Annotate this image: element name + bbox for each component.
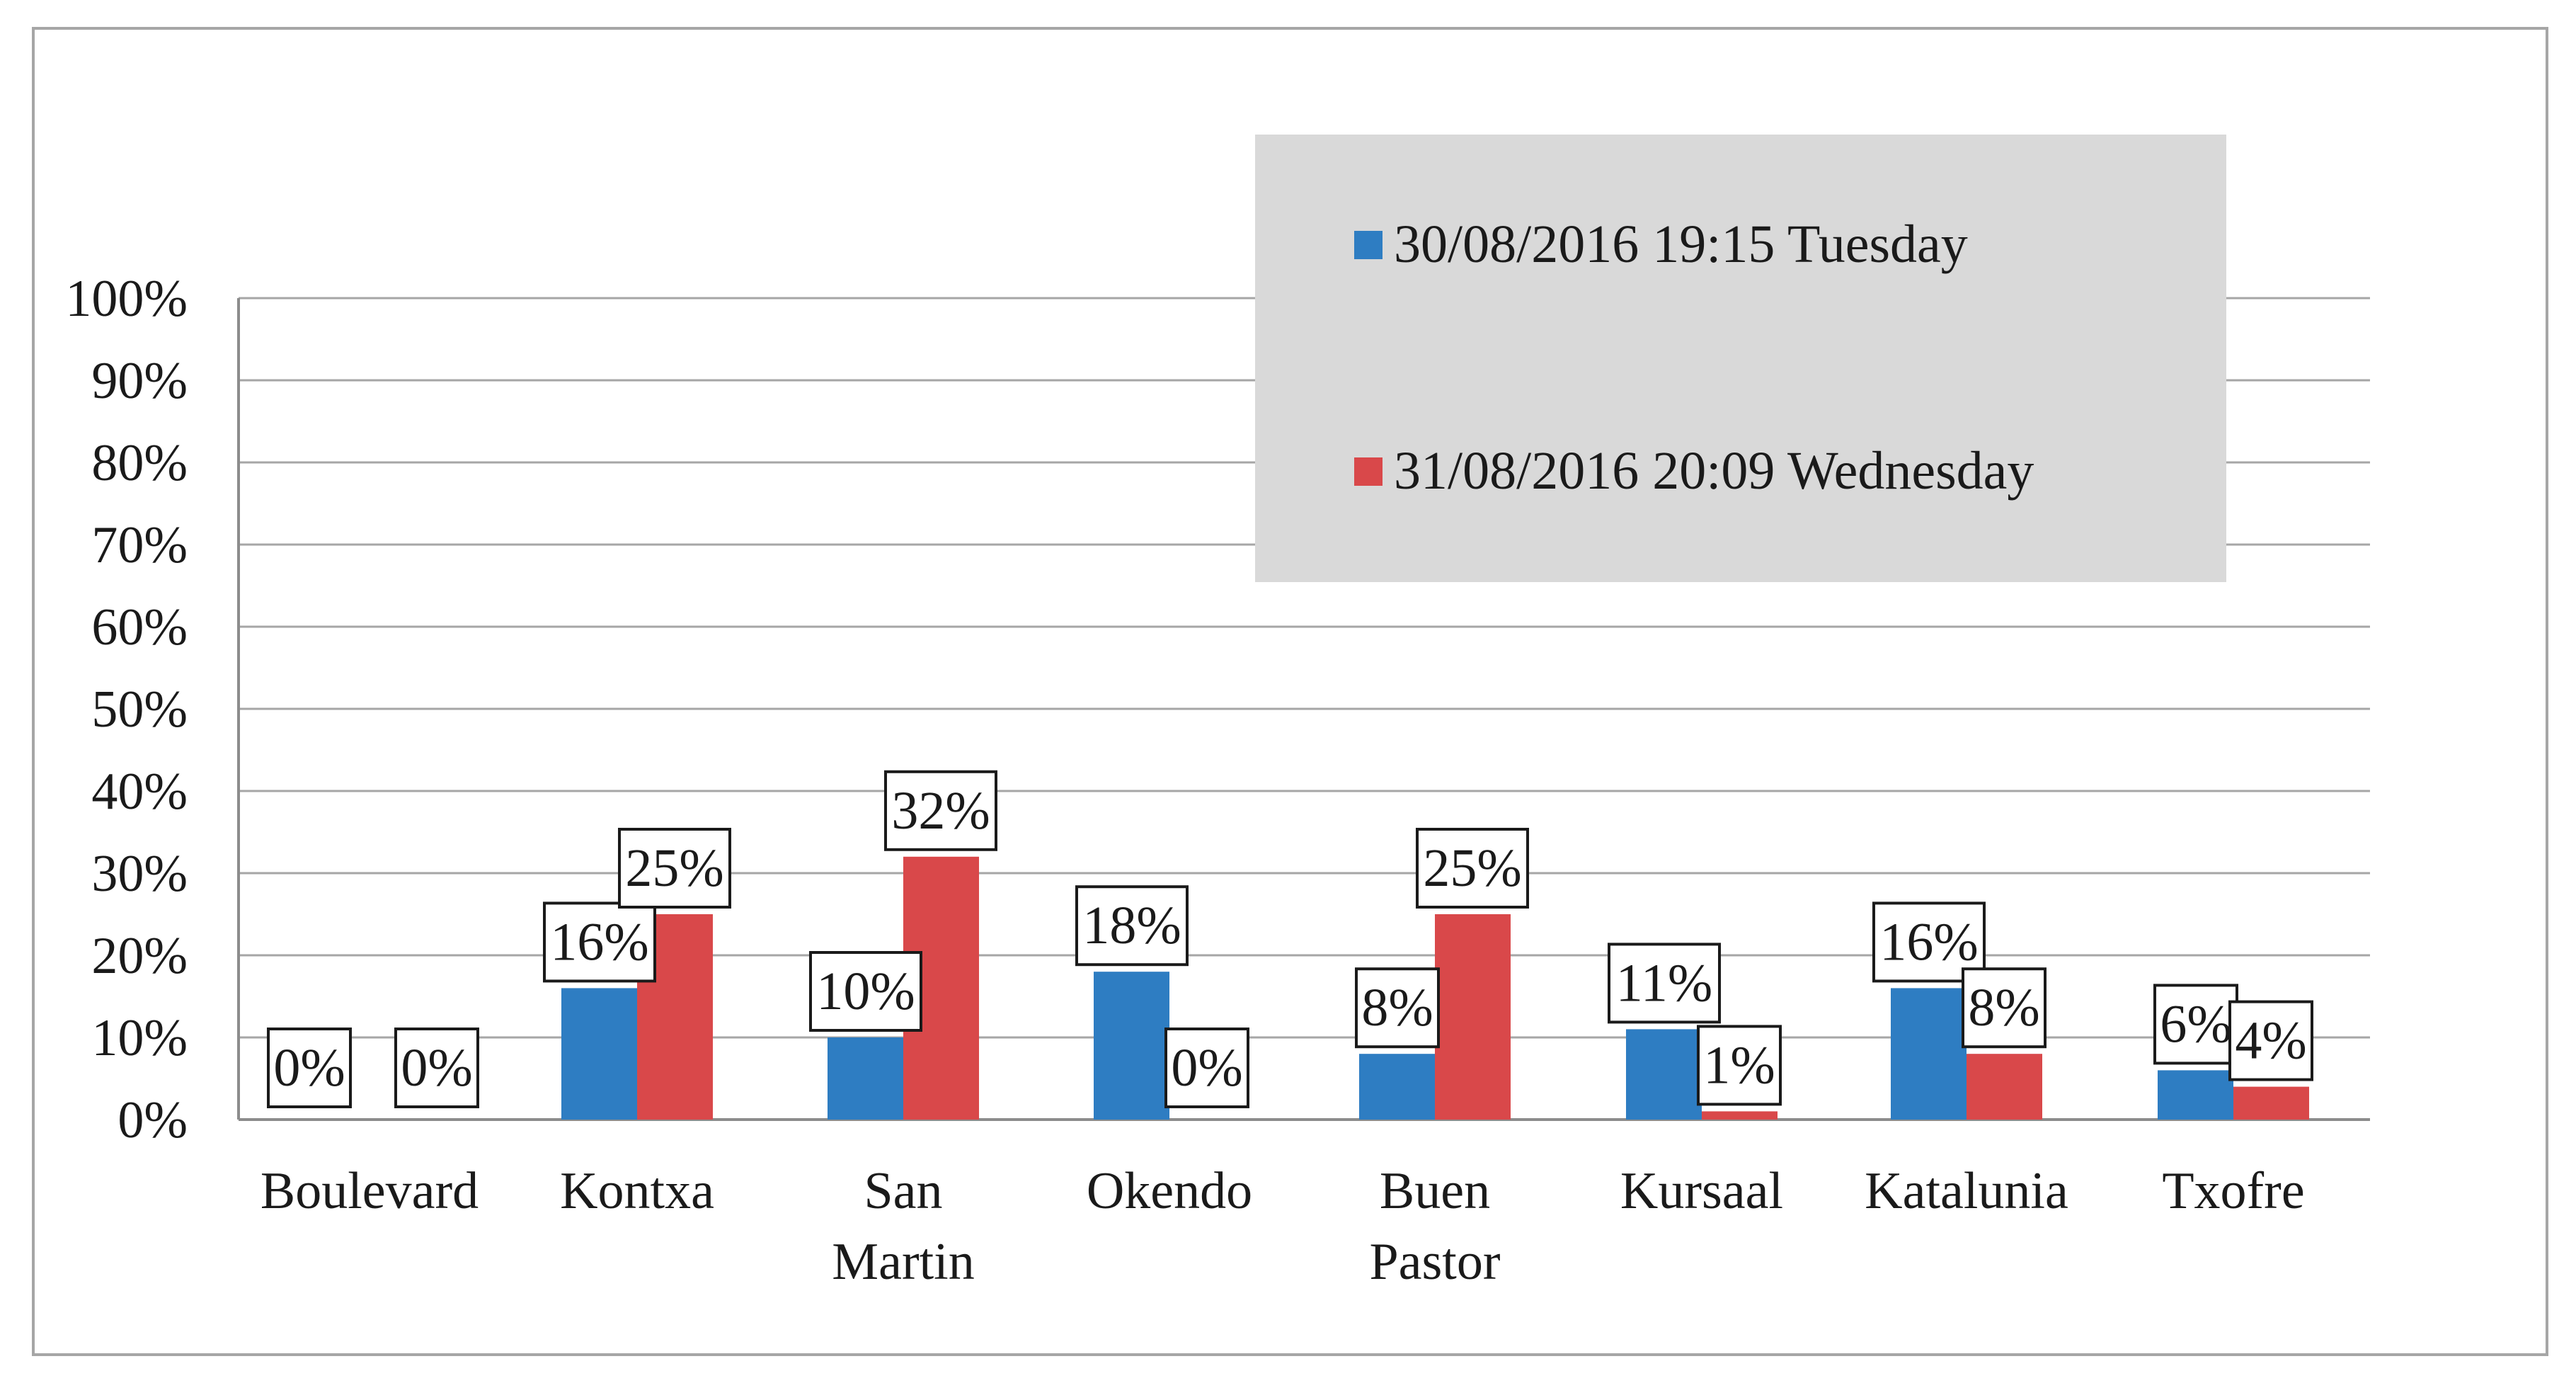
- category-label: Txofre: [2162, 1162, 2304, 1220]
- bar-series-2: [2233, 1086, 2309, 1120]
- y-tick-label: 90%: [91, 352, 188, 410]
- data-label-series-1: 0%: [267, 1028, 352, 1108]
- bar-series-2: [1435, 914, 1511, 1120]
- data-label-series-2: 25%: [1416, 828, 1529, 909]
- bar-series-1: [828, 1037, 903, 1120]
- data-label-box: [394, 1028, 479, 1108]
- bar-series-2: [1702, 1111, 1778, 1120]
- data-label-series-1: 11%: [1608, 943, 1721, 1024]
- data-label-series-2: 4%: [2228, 1000, 2313, 1081]
- data-label-series-2: 0%: [394, 1028, 479, 1108]
- data-label-box: [543, 901, 656, 983]
- y-tick-label: 40%: [91, 763, 188, 821]
- data-label-series-2: 8%: [1962, 967, 2047, 1049]
- data-label-series-2: 25%: [618, 828, 731, 909]
- y-tick-label: 30%: [91, 845, 188, 903]
- data-label-text: 8%: [1361, 978, 1433, 1037]
- category-label: Okendo: [1087, 1162, 1252, 1220]
- data-label-text: 1%: [1703, 1035, 1775, 1095]
- data-label-series-2: 1%: [1697, 1025, 1782, 1106]
- data-labels: 0% 16% 10% 18% 8% 11% 16% 6% 0% 25% 32% 0% 25% 1% 8% 4%: [267, 770, 2313, 1108]
- y-tick-label: 100%: [65, 270, 188, 328]
- data-label-box: [1164, 1028, 1249, 1108]
- category-label: Kursaal: [1620, 1162, 1783, 1220]
- y-tick-label: 80%: [91, 434, 188, 492]
- category-label: Buen: [1380, 1162, 1490, 1220]
- y-tick-label: 70%: [91, 516, 188, 574]
- bar-series-1: [561, 988, 637, 1120]
- legend-label-series-2: 31/08/2016 20:09 Wednesday: [1394, 441, 2034, 501]
- data-label-text: 25%: [625, 838, 723, 898]
- bar-series-1: [2158, 1070, 2233, 1120]
- bar-series-1: [1626, 1029, 1702, 1120]
- y-tick-label: 20%: [91, 927, 188, 985]
- data-label-text: 8%: [1968, 978, 2039, 1037]
- data-label-box: [1962, 967, 2047, 1049]
- data-label-text: 16%: [1879, 912, 1978, 972]
- bar-series-2: [1967, 1054, 2042, 1120]
- data-label-series-1: 10%: [809, 951, 922, 1032]
- category-label: Boulevard: [261, 1162, 479, 1220]
- legend: 30/08/2016 19:15 Tuesday 31/08/2016 20:0…: [1255, 135, 2226, 582]
- legend-label-series-1: 30/08/2016 19:15 Tuesday: [1394, 215, 1968, 274]
- data-label-series-1: 6%: [2153, 984, 2238, 1065]
- data-label-series-1: 8%: [1355, 967, 1440, 1049]
- legend-entry-series-2: 31/08/2016 20:09 Wednesday: [1354, 440, 2034, 502]
- data-label-text: 16%: [550, 912, 648, 972]
- data-label-box: [2153, 984, 2238, 1065]
- y-axis: 0% 10% 20% 30% 40% 50% 60% 70% 80% 90% 100%: [65, 270, 240, 1149]
- bars: [561, 856, 2309, 1120]
- y-tick-label: 60%: [91, 598, 188, 656]
- legend-entry-series-1: 30/08/2016 19:15 Tuesday: [1354, 214, 1968, 275]
- y-tick-label: 0%: [118, 1091, 188, 1149]
- data-label-text: 32%: [891, 781, 990, 841]
- bar-series-1: [1359, 1054, 1435, 1120]
- data-label-text: 4%: [2235, 1011, 2306, 1071]
- data-label-text: 11%: [1616, 953, 1713, 1013]
- data-label-box: [618, 828, 731, 909]
- data-label-text: 6%: [2160, 994, 2231, 1054]
- data-label-text: 25%: [1423, 838, 1521, 898]
- legend-swatch-series-1: [1354, 230, 1383, 259]
- data-label-series-1: 18%: [1075, 885, 1189, 967]
- data-label-box: [884, 770, 997, 851]
- data-label-text: 0%: [273, 1038, 345, 1098]
- bar-series-1: [1891, 988, 1967, 1120]
- data-label-series-2: 0%: [1164, 1028, 1249, 1108]
- category-label: San: [864, 1162, 943, 1220]
- data-label-box: [2228, 1000, 2313, 1081]
- data-label-text: 0%: [401, 1038, 472, 1098]
- category-label: Katalunia: [1865, 1162, 2068, 1220]
- data-label-box: [809, 951, 922, 1032]
- data-label-text: 10%: [816, 962, 915, 1021]
- legend-swatch-series-2: [1354, 457, 1383, 486]
- data-label-box: [1416, 828, 1529, 909]
- data-label-box: [1697, 1025, 1782, 1106]
- data-label-text: 0%: [1171, 1038, 1242, 1098]
- category-label: Kontxa: [560, 1162, 714, 1220]
- x-axis-categories: Boulevard Kontxa San Martin Okendo Buen Pastor…: [261, 1162, 2305, 1291]
- data-label-box: [1075, 885, 1189, 967]
- y-tick-label: 10%: [91, 1009, 188, 1067]
- category-label: Pastor: [1370, 1233, 1501, 1291]
- data-label-series-1: 16%: [543, 901, 656, 983]
- data-label-text: 18%: [1082, 896, 1181, 955]
- bar-series-1: [1094, 972, 1169, 1120]
- data-label-series-2: 32%: [884, 770, 997, 851]
- y-tick-label: 50%: [91, 681, 188, 739]
- data-label-box: [1355, 967, 1440, 1049]
- category-label: Martin: [832, 1233, 974, 1291]
- data-label-box: [267, 1028, 352, 1108]
- data-label-box: [1608, 943, 1721, 1024]
